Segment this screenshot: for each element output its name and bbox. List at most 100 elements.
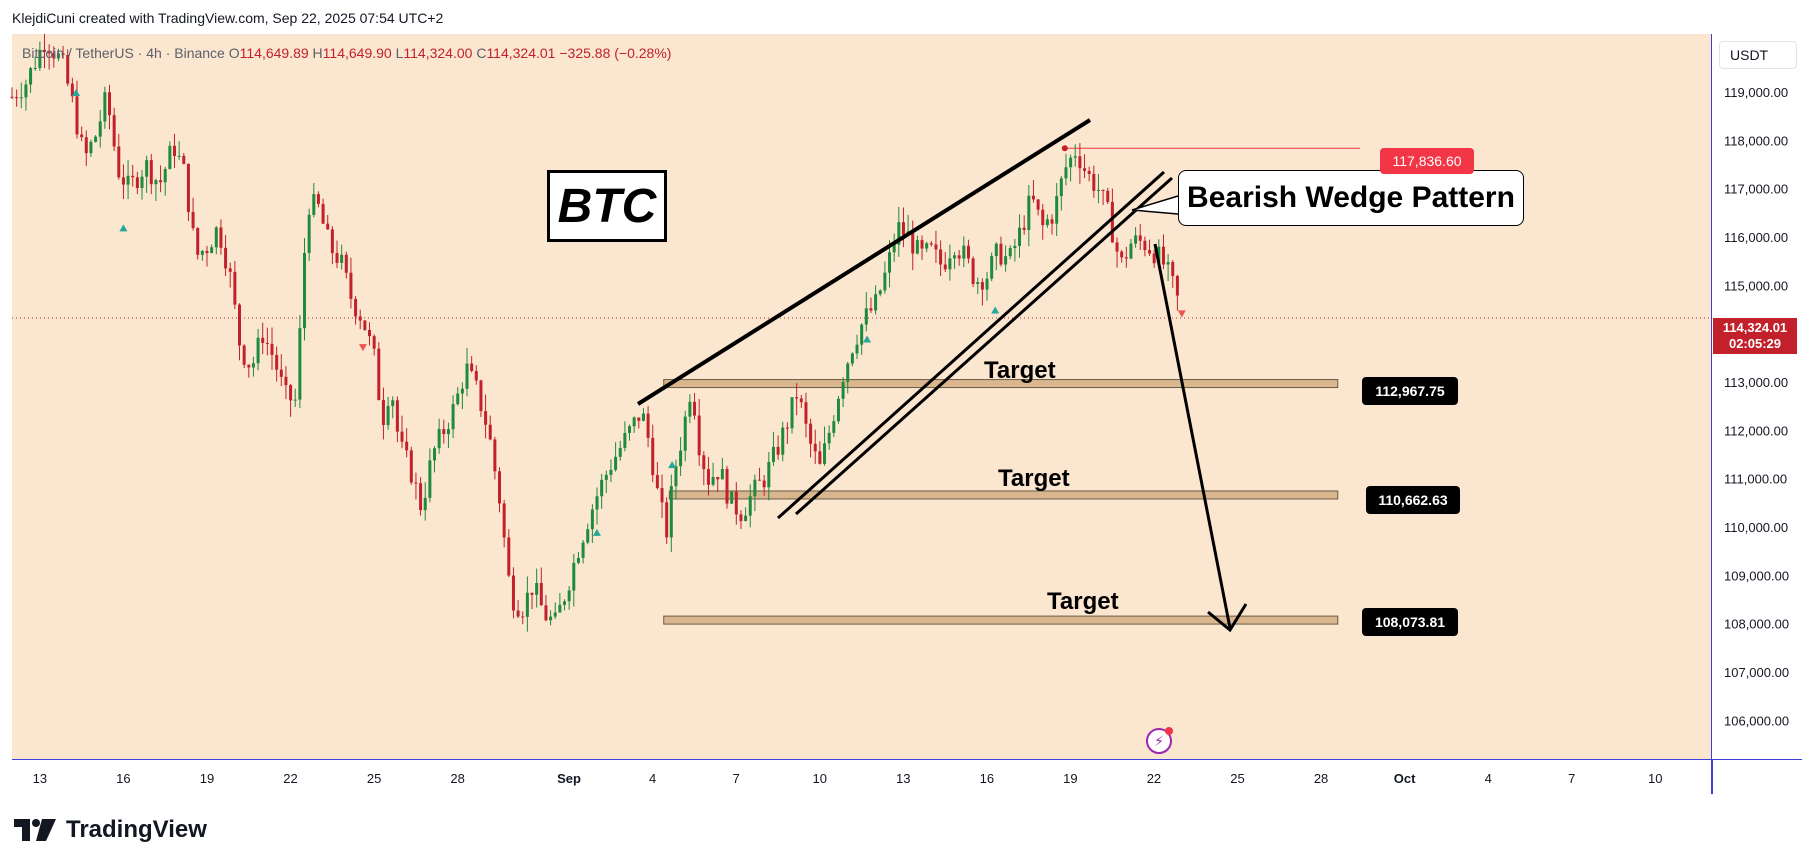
candle-body: [386, 405, 390, 426]
candle-body: [1036, 199, 1040, 210]
wedge-lower-line-outer: [776, 170, 1166, 520]
candle-body: [725, 468, 729, 504]
price-tick-label: 115,000.00: [1724, 278, 1788, 293]
candle-body: [1087, 170, 1091, 174]
candle-body: [256, 337, 260, 364]
candle-body: [581, 542, 585, 558]
candle-body: [1101, 189, 1105, 191]
candle-body: [446, 429, 450, 435]
time-tick-label: 25: [1230, 771, 1244, 786]
candle-body: [897, 222, 901, 245]
price-axis[interactable]: 106,000.00 107,000.00 108,000.00 109,000.00…: [1711, 34, 1803, 759]
candle-body: [75, 96, 79, 135]
swing-high-tag[interactable]: 117,836.60: [1380, 148, 1474, 174]
signal-marker: [592, 528, 601, 536]
candle-body: [776, 446, 780, 455]
target-label-1[interactable]: Target: [984, 357, 1056, 384]
candle-body: [1069, 157, 1073, 168]
lightning-icon[interactable]: ⚡: [1146, 727, 1173, 754]
candle-body: [145, 160, 149, 177]
candle-body: [706, 469, 710, 485]
candle-body: [275, 354, 279, 370]
price-tick-label: 119,000.00: [1724, 85, 1788, 100]
candle-body: [953, 255, 957, 259]
signal-marker: [358, 344, 367, 352]
candle-body: [1143, 240, 1147, 251]
candle-body: [553, 612, 557, 617]
target-label-2[interactable]: Target: [998, 465, 1070, 492]
price-tick-label: 118,000.00: [1724, 133, 1788, 148]
time-axis[interactable]: 13 16 19 22 25 28 Sep 4 7 10 13 16 19 22 25 28 Oct 4 7 10: [12, 759, 1802, 795]
change-value: −325.88 (−0.28%): [559, 45, 672, 61]
candle-body: [38, 49, 42, 69]
wedge-upper-line: [636, 118, 1092, 406]
candle-body: [720, 468, 724, 480]
candle-body: [758, 479, 762, 481]
candle-body: [846, 363, 850, 382]
candle-body: [609, 469, 613, 475]
candle-body: [19, 97, 23, 99]
candle-body: [651, 437, 655, 476]
candle-body: [316, 194, 320, 204]
btc-title-box[interactable]: BTC: [547, 170, 667, 242]
candle-body: [980, 282, 984, 290]
candle-body: [785, 427, 789, 429]
open-value: 114,649.89: [239, 45, 309, 61]
candle-body: [567, 590, 571, 602]
candle-body: [405, 441, 409, 451]
candle-body: [423, 497, 427, 511]
candle-body: [484, 411, 488, 425]
candle-body: [539, 582, 543, 606]
target-price-tag-2[interactable]: 110,662.63: [1366, 486, 1460, 514]
candle-body: [702, 455, 706, 470]
candle-body: [878, 290, 882, 295]
grid-layer: [12, 145, 1711, 319]
candle-body: [563, 601, 567, 605]
candle-body: [465, 363, 469, 389]
candle-body: [516, 610, 520, 617]
candle-body: [1073, 156, 1077, 158]
time-tick-label: 28: [1314, 771, 1328, 786]
candle-body: [771, 446, 775, 463]
candle-body: [238, 304, 242, 346]
target-label-3[interactable]: Target: [1047, 588, 1119, 615]
price-tick-label: 113,000.00: [1724, 375, 1788, 390]
candle-body: [962, 245, 966, 259]
candle-body: [284, 376, 288, 386]
candle-body: [985, 278, 989, 290]
wedge-lower-line-inner: [795, 176, 1173, 516]
candle-body: [1115, 242, 1119, 252]
currency-button[interactable]: USDT: [1719, 41, 1797, 69]
candle-body: [307, 214, 311, 254]
projection-arrow-line: [1153, 243, 1232, 629]
time-tick-label: 22: [283, 771, 297, 786]
close-label: C: [476, 45, 487, 61]
candle-body: [1129, 243, 1133, 259]
candle-body: [103, 92, 107, 122]
candle-body: [572, 562, 576, 591]
candle-body: [265, 342, 269, 344]
candle-body: [1041, 209, 1045, 226]
candle-body: [43, 49, 47, 52]
candle-body: [892, 244, 896, 253]
candle-body: [576, 557, 580, 563]
target-zones: [663, 379, 1339, 625]
target-price-tag-1[interactable]: 112,967.75: [1362, 377, 1458, 405]
candle-body: [149, 160, 153, 185]
symbol-info[interactable]: Bitcoin / TetherUS · 4h · Binance: [22, 45, 225, 61]
candle-body: [98, 121, 102, 137]
bar-countdown: 02:05:29: [1728, 336, 1782, 351]
candle-body: [335, 253, 339, 263]
candle-body: [29, 68, 33, 85]
tradingview-logo[interactable]: TradingView: [14, 816, 207, 844]
candle-body: [358, 316, 362, 321]
axis-corner-divider: [1711, 759, 1713, 794]
candle-body: [1083, 168, 1087, 171]
pattern-callout[interactable]: Bearish Wedge Pattern: [1178, 170, 1524, 226]
price-tick-label: 106,000.00: [1724, 713, 1789, 728]
candle-body: [920, 240, 924, 249]
candle-body: [368, 329, 372, 337]
candle-body: [1138, 235, 1142, 241]
target-price-tag-3[interactable]: 108,073.81: [1362, 608, 1458, 636]
